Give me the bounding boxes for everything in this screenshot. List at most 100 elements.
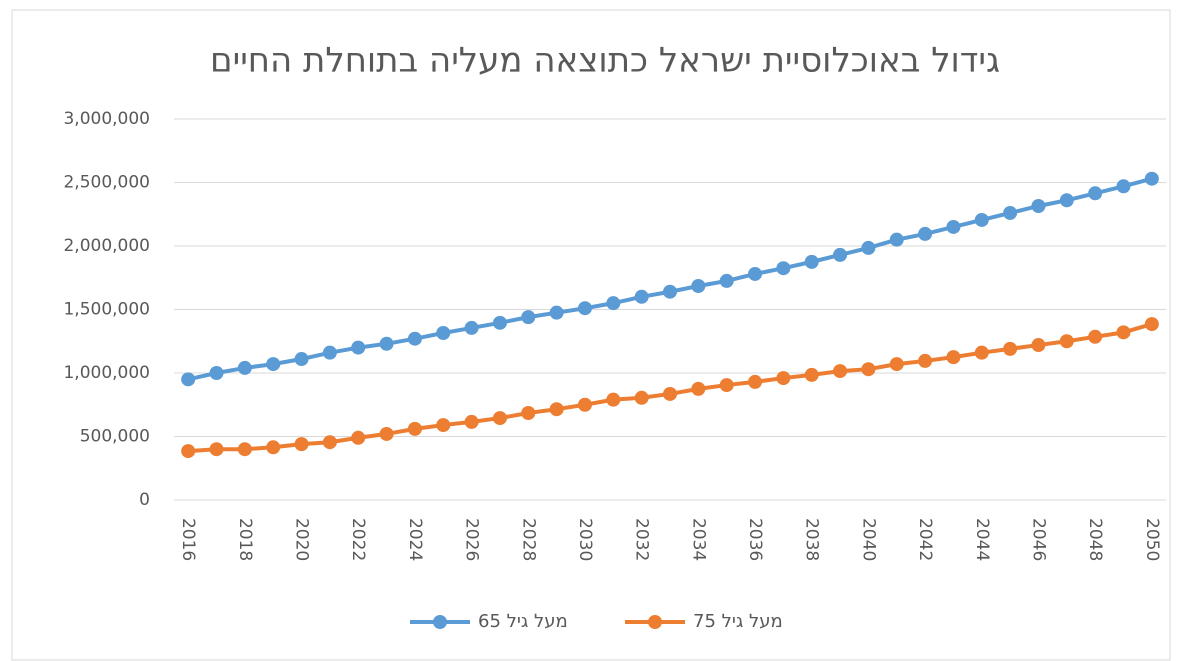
data-point bbox=[776, 371, 791, 386]
data-point bbox=[663, 284, 677, 299]
legend-marker bbox=[433, 615, 447, 629]
data-point bbox=[492, 411, 507, 426]
data-point bbox=[294, 352, 309, 367]
data-point bbox=[464, 414, 479, 429]
data-point bbox=[691, 381, 706, 396]
x-tick-label: 2022 bbox=[348, 518, 368, 561]
data-point bbox=[1031, 198, 1046, 213]
data-point bbox=[946, 350, 961, 365]
data-point bbox=[889, 232, 904, 247]
data-point bbox=[748, 374, 763, 389]
data-point bbox=[634, 390, 649, 405]
x-tick-label: 2020 bbox=[292, 518, 312, 561]
data-point bbox=[719, 273, 734, 288]
x-tick-label: 2032 bbox=[632, 518, 652, 561]
y-tick-label: 1,500,000 bbox=[63, 300, 150, 320]
data-point bbox=[379, 426, 394, 441]
data-point bbox=[379, 336, 394, 351]
data-point bbox=[209, 366, 224, 380]
data-point bbox=[181, 444, 196, 459]
y-tick-label: 500,000 bbox=[80, 427, 150, 447]
x-tick-label: 2034 bbox=[688, 518, 708, 561]
x-tick-label: 2040 bbox=[858, 518, 878, 561]
data-point bbox=[237, 360, 252, 375]
data-point bbox=[691, 279, 706, 294]
data-point bbox=[833, 364, 848, 379]
data-point bbox=[351, 340, 366, 355]
data-point bbox=[804, 367, 819, 382]
data-point bbox=[577, 397, 592, 412]
data-point bbox=[577, 301, 592, 316]
data-point bbox=[1144, 171, 1159, 186]
data-point bbox=[861, 240, 876, 255]
data-point bbox=[663, 386, 677, 401]
data-point bbox=[1003, 205, 1018, 220]
data-point bbox=[1059, 334, 1074, 349]
data-point bbox=[1031, 338, 1046, 353]
x-tick-label: 2030 bbox=[575, 518, 595, 561]
x-tick-label: 2026 bbox=[462, 518, 482, 561]
x-tick-label: 2050 bbox=[1142, 518, 1162, 561]
data-point bbox=[322, 435, 337, 450]
data-point bbox=[1116, 179, 1131, 194]
data-point bbox=[833, 247, 848, 262]
data-point bbox=[237, 442, 252, 457]
y-tick-label: 2,500,000 bbox=[63, 173, 150, 193]
data-point bbox=[1116, 325, 1131, 340]
x-tick-label: 2016 bbox=[178, 518, 198, 561]
data-point bbox=[322, 345, 337, 360]
data-point bbox=[1144, 317, 1159, 332]
y-tick-label: 1,000,000 bbox=[63, 363, 150, 383]
data-point bbox=[464, 320, 479, 335]
y-tick-label: 3,000,000 bbox=[63, 109, 150, 129]
x-tick-label: 2024 bbox=[405, 518, 425, 561]
data-point bbox=[918, 226, 933, 241]
x-tick-label: 2028 bbox=[518, 518, 538, 561]
data-point bbox=[918, 353, 933, 368]
data-point bbox=[521, 406, 536, 421]
data-point bbox=[1088, 329, 1103, 344]
y-tick-label: 0 bbox=[139, 490, 150, 510]
x-tick-label: 2038 bbox=[802, 518, 822, 561]
x-tick-label: 2018 bbox=[235, 518, 255, 561]
data-point bbox=[606, 392, 621, 407]
data-point bbox=[351, 430, 366, 445]
x-tick-label: 2044 bbox=[972, 518, 992, 561]
y-tick-label: 2,000,000 bbox=[63, 236, 150, 256]
chart-title: גידול באוכלוסיית ישראל כתוצאה מעליה בתוח… bbox=[210, 41, 1000, 81]
data-point bbox=[1059, 193, 1074, 208]
data-point bbox=[521, 310, 536, 325]
data-point bbox=[719, 378, 734, 393]
data-point bbox=[436, 418, 451, 433]
x-tick-label: 2042 bbox=[915, 518, 935, 561]
chart-frame bbox=[11, 9, 1171, 661]
data-point bbox=[266, 440, 281, 455]
legend-label: מעל גיל 75 bbox=[693, 611, 783, 632]
x-tick-label: 2046 bbox=[1028, 518, 1048, 561]
legend-marker bbox=[648, 615, 662, 629]
data-point bbox=[549, 402, 564, 417]
data-point bbox=[436, 325, 451, 340]
data-point bbox=[407, 421, 422, 436]
data-point bbox=[266, 357, 281, 372]
legend-label: מעל גיל 65 bbox=[478, 611, 568, 632]
data-point bbox=[889, 357, 904, 372]
data-point bbox=[181, 372, 196, 387]
data-point bbox=[1088, 186, 1103, 201]
x-tick-label: 2048 bbox=[1085, 518, 1105, 561]
data-point bbox=[974, 345, 989, 360]
data-point bbox=[209, 442, 224, 457]
data-point bbox=[492, 315, 507, 330]
x-tick-label: 2036 bbox=[745, 518, 765, 561]
data-point bbox=[861, 362, 876, 377]
data-point bbox=[1003, 341, 1018, 356]
data-point bbox=[634, 289, 649, 304]
data-point bbox=[804, 254, 819, 269]
data-point bbox=[974, 212, 989, 227]
data-point bbox=[407, 331, 422, 346]
data-point bbox=[549, 305, 564, 320]
data-point bbox=[606, 296, 621, 311]
data-point bbox=[776, 261, 791, 276]
data-point bbox=[946, 219, 961, 234]
